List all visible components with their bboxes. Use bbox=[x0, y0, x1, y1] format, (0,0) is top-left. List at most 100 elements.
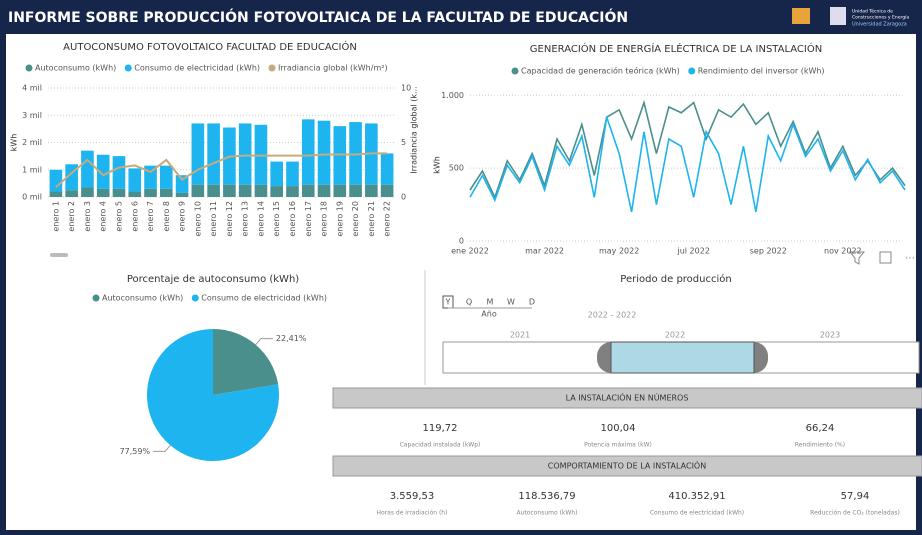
kpi-value: 118.536,79 bbox=[518, 491, 575, 502]
x-tick-label: enero 1 bbox=[51, 201, 60, 232]
line bbox=[469, 99, 906, 200]
granularity-option[interactable]: M bbox=[487, 298, 494, 307]
logo bbox=[792, 8, 810, 24]
bar bbox=[270, 161, 284, 187]
bar bbox=[254, 184, 268, 197]
bar bbox=[81, 150, 94, 188]
x-tick-label: enero 10 bbox=[193, 201, 202, 237]
x-tick-label: may 2022 bbox=[599, 247, 639, 256]
year-label: 2021 bbox=[510, 331, 530, 340]
granularity-option[interactable]: W bbox=[507, 298, 515, 307]
y-axis-label: kWh bbox=[10, 134, 19, 152]
kpi-value: 410.352,91 bbox=[668, 491, 725, 502]
bar bbox=[223, 184, 236, 197]
focus-icon[interactable] bbox=[879, 251, 892, 264]
x-tick-label: sep 2022 bbox=[750, 247, 787, 256]
kpi-label: Capacidad instalada (kWp) bbox=[400, 442, 481, 449]
logo bbox=[830, 7, 846, 25]
granularity-option[interactable]: Q bbox=[466, 298, 472, 307]
bar bbox=[349, 184, 362, 197]
bar bbox=[286, 161, 299, 187]
x-tick-label: enero 7 bbox=[146, 201, 155, 232]
x-tick-label: enero 5 bbox=[114, 201, 123, 232]
bar bbox=[112, 156, 126, 189]
kpi-value: 119,72 bbox=[423, 423, 458, 434]
bar bbox=[301, 119, 315, 185]
y2-axis-label: Irradiancia global (k... bbox=[410, 86, 419, 173]
data-label: 22,41% bbox=[276, 334, 307, 343]
kpi-label: Autoconsumo (kWh) bbox=[517, 510, 578, 517]
logo-text: Unidad Técnica de bbox=[852, 8, 893, 15]
section-bar bbox=[332, 387, 922, 409]
range-label: 2022 - 2022 bbox=[588, 311, 637, 320]
legend-label: Autoconsumo (kWh) bbox=[35, 64, 116, 73]
more-icon[interactable]: ⋯ bbox=[905, 253, 915, 264]
bar bbox=[317, 120, 331, 185]
legend-swatch bbox=[25, 64, 33, 72]
granularity-option[interactable]: D bbox=[529, 298, 535, 307]
y-tick-label: 1.000 bbox=[441, 91, 464, 100]
bar bbox=[144, 188, 157, 197]
x-tick-label: enero 18 bbox=[320, 201, 329, 237]
y-tick-label: 10 bbox=[401, 84, 411, 93]
y-tick-label: 1 mil bbox=[22, 165, 42, 174]
bar bbox=[191, 123, 205, 185]
x-tick-label: nov 2022 bbox=[824, 247, 862, 256]
y-axis-label: kWh bbox=[433, 156, 442, 174]
label-line bbox=[153, 444, 171, 452]
legend-swatch bbox=[92, 294, 100, 302]
bar bbox=[207, 184, 220, 197]
x-tick-label: enero 11 bbox=[209, 201, 218, 237]
scrollbar[interactable] bbox=[50, 253, 68, 257]
legend-label: Irradiancia global (kWh/m²) bbox=[278, 64, 388, 73]
bar bbox=[49, 169, 63, 192]
legend-label: Rendimiento del inversor (kWh) bbox=[698, 67, 825, 76]
y-tick-label: 3 mil bbox=[22, 111, 42, 120]
chart-title: Porcentaje de autoconsumo (kWh) bbox=[127, 274, 299, 285]
logo-text: Universidad Zaragoza bbox=[852, 22, 907, 28]
legend-swatch bbox=[124, 64, 132, 72]
legend-swatch bbox=[688, 67, 696, 75]
bar bbox=[159, 188, 173, 197]
granularity-label: Año bbox=[481, 310, 497, 319]
year-label: 2022 bbox=[665, 331, 685, 340]
legend-label: Consumo de electricidad (kWh) bbox=[201, 294, 327, 303]
y-tick-label: 0 bbox=[459, 237, 464, 246]
bar bbox=[301, 184, 315, 197]
x-tick-label: enero 6 bbox=[130, 201, 139, 232]
report-title: INFORME SOBRE PRODUCCIÓN FOTOVOLTAICA DE… bbox=[8, 8, 628, 26]
timeline-selection-fill bbox=[610, 341, 755, 374]
label-line bbox=[255, 338, 273, 346]
x-tick-label: jul 2022 bbox=[677, 247, 710, 256]
chart-title: AUTOCONSUMO FOTOVOLTAICO FACULTAD DE EDU… bbox=[63, 40, 357, 53]
x-tick-label: enero 3 bbox=[83, 201, 92, 232]
bar bbox=[112, 188, 126, 197]
x-tick-label: enero 21 bbox=[367, 201, 376, 237]
x-tick-label: enero 9 bbox=[178, 201, 187, 232]
year-label: 2023 bbox=[820, 331, 840, 340]
bar bbox=[128, 168, 142, 192]
kpi-value: 100,04 bbox=[601, 423, 636, 434]
bar bbox=[81, 187, 94, 197]
bar bbox=[49, 191, 63, 197]
bar bbox=[380, 184, 394, 197]
y-tick-label: 5 bbox=[401, 138, 406, 147]
bar bbox=[175, 175, 189, 193]
legend-label: Consumo de electricidad (kWh) bbox=[134, 64, 260, 73]
granularity-option[interactable]: Y bbox=[445, 298, 451, 307]
x-tick-label: enero 17 bbox=[304, 201, 313, 237]
x-tick-label: enero 4 bbox=[99, 201, 108, 232]
x-tick-label: enero 16 bbox=[288, 201, 297, 237]
legend-label: Autoconsumo (kWh) bbox=[102, 294, 183, 303]
y-tick-label: 0 mil bbox=[22, 193, 42, 202]
kpi-value: 66,24 bbox=[806, 423, 835, 434]
data-label: 77,59% bbox=[120, 447, 151, 456]
bar bbox=[207, 123, 220, 185]
y-tick-label: 0 bbox=[401, 193, 406, 202]
y-tick-label: 4 mil bbox=[22, 84, 42, 93]
bar bbox=[317, 184, 331, 197]
bar bbox=[286, 186, 299, 197]
bar bbox=[65, 190, 78, 197]
filter-icon[interactable] bbox=[848, 251, 866, 265]
